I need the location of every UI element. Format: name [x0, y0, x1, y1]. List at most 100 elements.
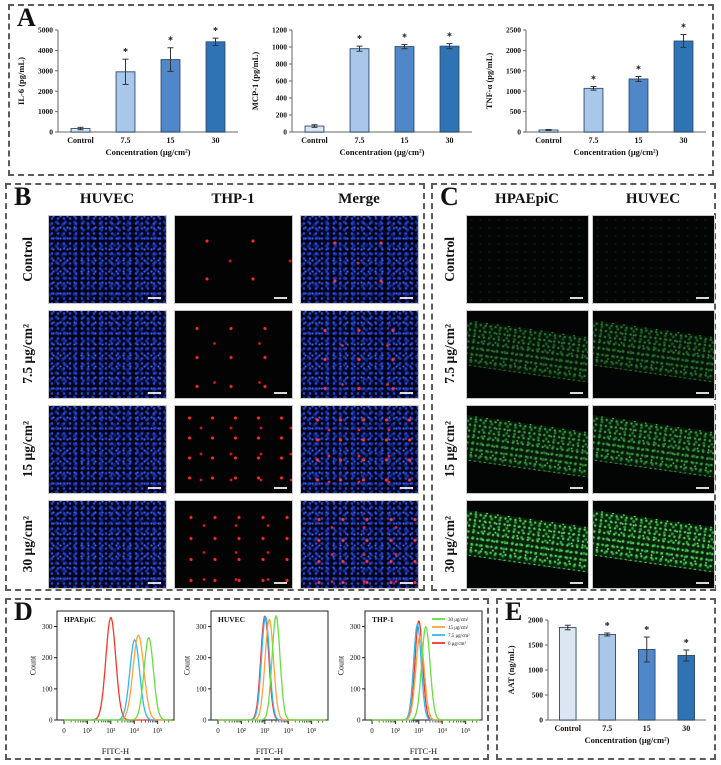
svg-text:1200: 1200	[272, 26, 287, 35]
panel-b-col-header-merge: Merge	[338, 190, 380, 207]
svg-text:15: 15	[167, 136, 175, 145]
panel-c-row-label-control: Control	[442, 236, 457, 282]
scale-bar	[695, 486, 709, 489]
svg-text:*: *	[636, 65, 641, 76]
panel-b-row-label-15: 15 μg/cm²	[20, 420, 35, 478]
svg-text:0: 0	[517, 128, 521, 137]
svg-text:30: 30	[682, 724, 690, 733]
svg-text:100: 100	[42, 685, 53, 693]
svg-text:*: *	[644, 625, 649, 636]
svg-text:Control: Control	[301, 136, 328, 145]
bar-chart-tnfa: 0 500 1000 1500 2000 2500 TNF-α (pg/mL) Control…	[484, 22, 706, 157]
svg-text:10⁵: 10⁵	[307, 727, 317, 735]
svg-text:30: 30	[680, 136, 688, 145]
svg-text:0: 0	[49, 128, 53, 137]
svg-text:10²: 10²	[391, 727, 400, 735]
svg-text:15: 15	[643, 724, 651, 733]
panel-b-row-label-7.5: 7.5 μg/cm²	[20, 324, 35, 384]
svg-text:2000: 2000	[528, 616, 543, 625]
svg-text:0: 0	[203, 716, 207, 724]
svg-text:10³: 10³	[260, 727, 269, 735]
svg-text:*: *	[605, 621, 610, 632]
svg-text:*: *	[681, 22, 686, 33]
bar-chart-aat: 0 500 1000 1500 2000 AAT (ng/mL) Control * 7.5 * 1…	[506, 616, 706, 745]
green-channel-band	[592, 318, 714, 385]
svg-text:7.5: 7.5	[355, 136, 365, 145]
scale-bar	[273, 581, 287, 584]
micrograph-b-huvec-15	[47, 404, 167, 494]
svg-text:*: *	[168, 36, 173, 47]
panel-a: A 0 1000 2000 3000 4000 5000 IL-6 (pg/mL) Contr…	[8, 3, 714, 176]
flow-histogram-thp1: 0 100 200 300 0 10² 10³ 10⁴ 10⁵ THP-1 30 μg/cm² 15 …	[337, 610, 483, 756]
svg-text:*: *	[213, 26, 218, 37]
green-channel-band	[466, 318, 588, 385]
svg-text:Control: Control	[67, 136, 94, 145]
svg-text:2500: 2500	[506, 26, 521, 35]
panel-b-col-header-thp1: THP-1	[211, 190, 255, 207]
svg-text:300: 300	[42, 623, 53, 631]
panel-b-row-label-control: Control	[20, 236, 35, 282]
svg-text:IL-6 (pg/mL): IL-6 (pg/mL)	[16, 57, 26, 105]
svg-text:10⁵: 10⁵	[153, 727, 163, 735]
svg-text:10⁴: 10⁴	[129, 727, 139, 735]
svg-text:0: 0	[216, 727, 220, 735]
micrograph-c-hpaepic-30	[465, 499, 589, 589]
svg-text:200: 200	[350, 654, 361, 662]
svg-text:500: 500	[532, 691, 544, 700]
svg-text:4000: 4000	[38, 46, 53, 55]
svg-text:0: 0	[357, 716, 361, 724]
micrograph-b-thp1-30	[173, 499, 293, 589]
green-channel-band	[592, 413, 714, 480]
svg-text:3000: 3000	[38, 66, 53, 75]
panel-c-label: C	[440, 182, 459, 211]
scale-bar	[399, 391, 413, 394]
micrograph-b-huvec-7.5	[47, 309, 167, 399]
scale-bar	[569, 296, 583, 299]
svg-text:500: 500	[510, 107, 522, 116]
micrograph-b-merge-7.5	[299, 309, 419, 399]
svg-text:0: 0	[370, 727, 374, 735]
svg-text:0: 0	[539, 716, 543, 725]
scale-bar	[399, 296, 413, 299]
panel-d: D 0 100 200 300 0 10² 10³ 10⁴ 10⁵ HPAEpiC Count FIT…	[5, 597, 489, 760]
micrograph-c-huvec-7.5	[591, 309, 715, 399]
svg-text:15: 15	[635, 136, 643, 145]
svg-text:7.5 μg/cm²: 7.5 μg/cm²	[448, 633, 470, 639]
panel-e: E 0 500 1000 1500 2000 AAT (ng/mL) Control * 7.5…	[496, 597, 716, 760]
green-channel-band	[466, 508, 588, 575]
svg-text:*: *	[684, 638, 689, 649]
svg-text:200: 200	[196, 654, 207, 662]
panel-b: B HUVEC THP-1 Merge Control 7.5 μg/cm² 1…	[5, 182, 425, 591]
svg-text:0: 0	[62, 727, 66, 735]
svg-text:FITC-H: FITC-H	[410, 746, 437, 756]
panel-c-row-label-15: 15 μg/cm²	[442, 420, 457, 478]
svg-text:Concentration (μg/cm²): Concentration (μg/cm²)	[105, 147, 190, 157]
svg-text:Count: Count	[337, 655, 346, 675]
micrograph-c-hpaepic-15	[465, 404, 589, 494]
micrograph-c-huvec-15	[591, 404, 715, 494]
panel-c: C HPAEpiC HUVEC Control 7.5 μg/cm² 15 μg…	[431, 182, 716, 591]
panel-b-col-header-huvec: HUVEC	[79, 190, 135, 207]
scale-bar	[399, 486, 413, 489]
svg-text:7.5: 7.5	[589, 136, 599, 145]
micrograph-b-thp1-7.5	[173, 309, 293, 399]
svg-text:HUVEC: HUVEC	[218, 615, 245, 624]
svg-text:100: 100	[196, 685, 207, 693]
svg-text:15 μg/cm²: 15 μg/cm²	[448, 625, 469, 631]
svg-text:0 μg/cm²: 0 μg/cm²	[448, 641, 466, 647]
scale-bar	[147, 296, 161, 299]
svg-text:5000: 5000	[38, 26, 53, 35]
scale-bar	[569, 391, 583, 394]
micrograph-c-huvec-control	[591, 214, 715, 304]
scale-bar	[695, 581, 709, 584]
green-channel-band	[592, 508, 714, 575]
svg-text:HPAEpiC: HPAEpiC	[64, 615, 96, 624]
svg-text:*: *	[591, 75, 596, 86]
svg-text:200: 200	[276, 111, 288, 120]
svg-text:FITC-H: FITC-H	[256, 746, 283, 756]
scale-bar	[273, 486, 287, 489]
green-channel-band	[466, 413, 588, 480]
svg-text:400: 400	[276, 94, 288, 103]
svg-text:0: 0	[49, 716, 53, 724]
